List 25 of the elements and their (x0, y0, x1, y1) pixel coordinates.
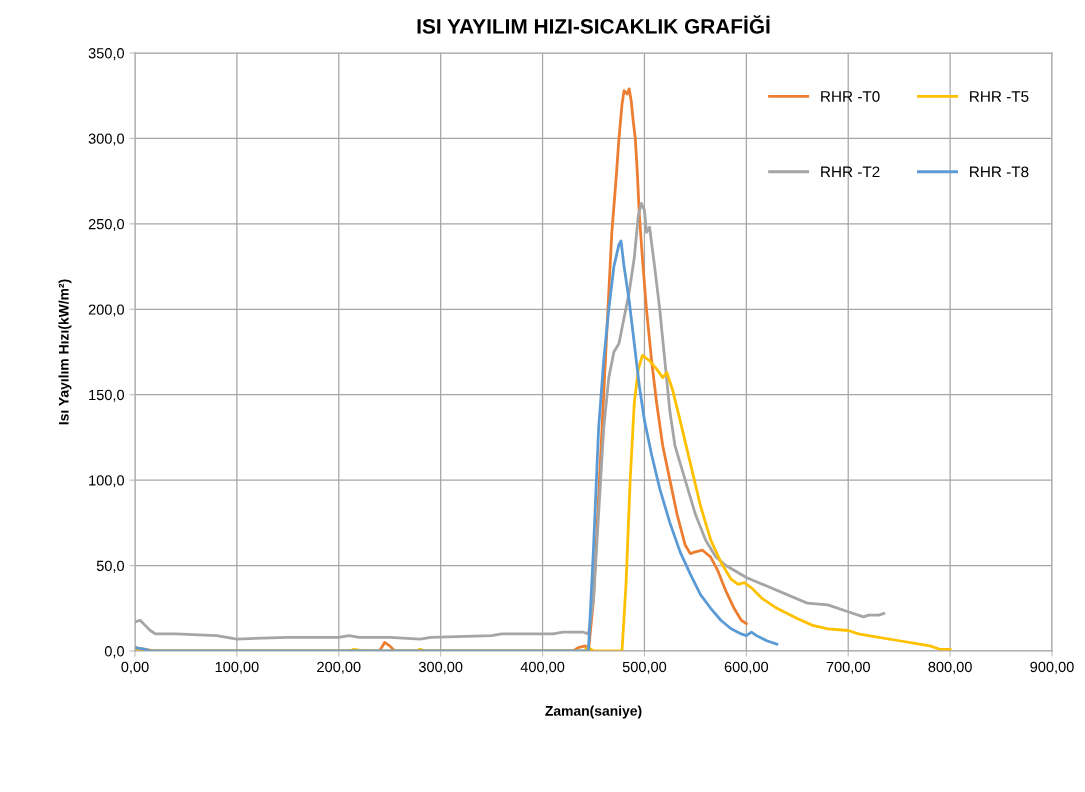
x-tick-label: 400,00 (520, 661, 565, 674)
y-tick-label: 300,0 (88, 133, 125, 146)
y-tick-label: 50,0 (96, 560, 125, 573)
x-tick-label: 200,00 (317, 661, 361, 674)
y-tick-label: 200,0 (88, 304, 125, 317)
x-tick-label: 600,00 (724, 661, 769, 674)
y-tick-label: 350,0 (88, 48, 125, 61)
y-tick-label: 0,0 (104, 646, 125, 659)
x-tick-label: 300,00 (418, 661, 463, 674)
y-tick-label: 250,0 (88, 218, 125, 232)
chart-title: ISI YAYILIM HIZI-SICAKLIK GRAFİĞİ (417, 15, 770, 34)
x-tick-label: 700,00 (826, 661, 870, 674)
y-tick-label: 100,0 (89, 475, 125, 488)
y-tick-label: 150,0 (89, 389, 125, 402)
x-axis-title: Zaman(saniye) (545, 705, 642, 719)
x-tick-label: 500,00 (622, 661, 667, 674)
legend-label: RHR -T8 (970, 166, 1029, 178)
legend-label: RHR -T5 (970, 91, 1029, 102)
x-tick-label: 900,00 (1030, 661, 1074, 674)
y-axis-title: Isı Yayılım Hızı(kW/m²) (58, 279, 72, 425)
x-tick-label: 100,00 (215, 661, 259, 674)
x-tick-label: 800,00 (928, 661, 972, 674)
legend-label: RHR -T0 (821, 91, 880, 102)
legend-label: RHR -T2 (821, 166, 880, 178)
x-tick-label: 0,00 (121, 661, 149, 674)
